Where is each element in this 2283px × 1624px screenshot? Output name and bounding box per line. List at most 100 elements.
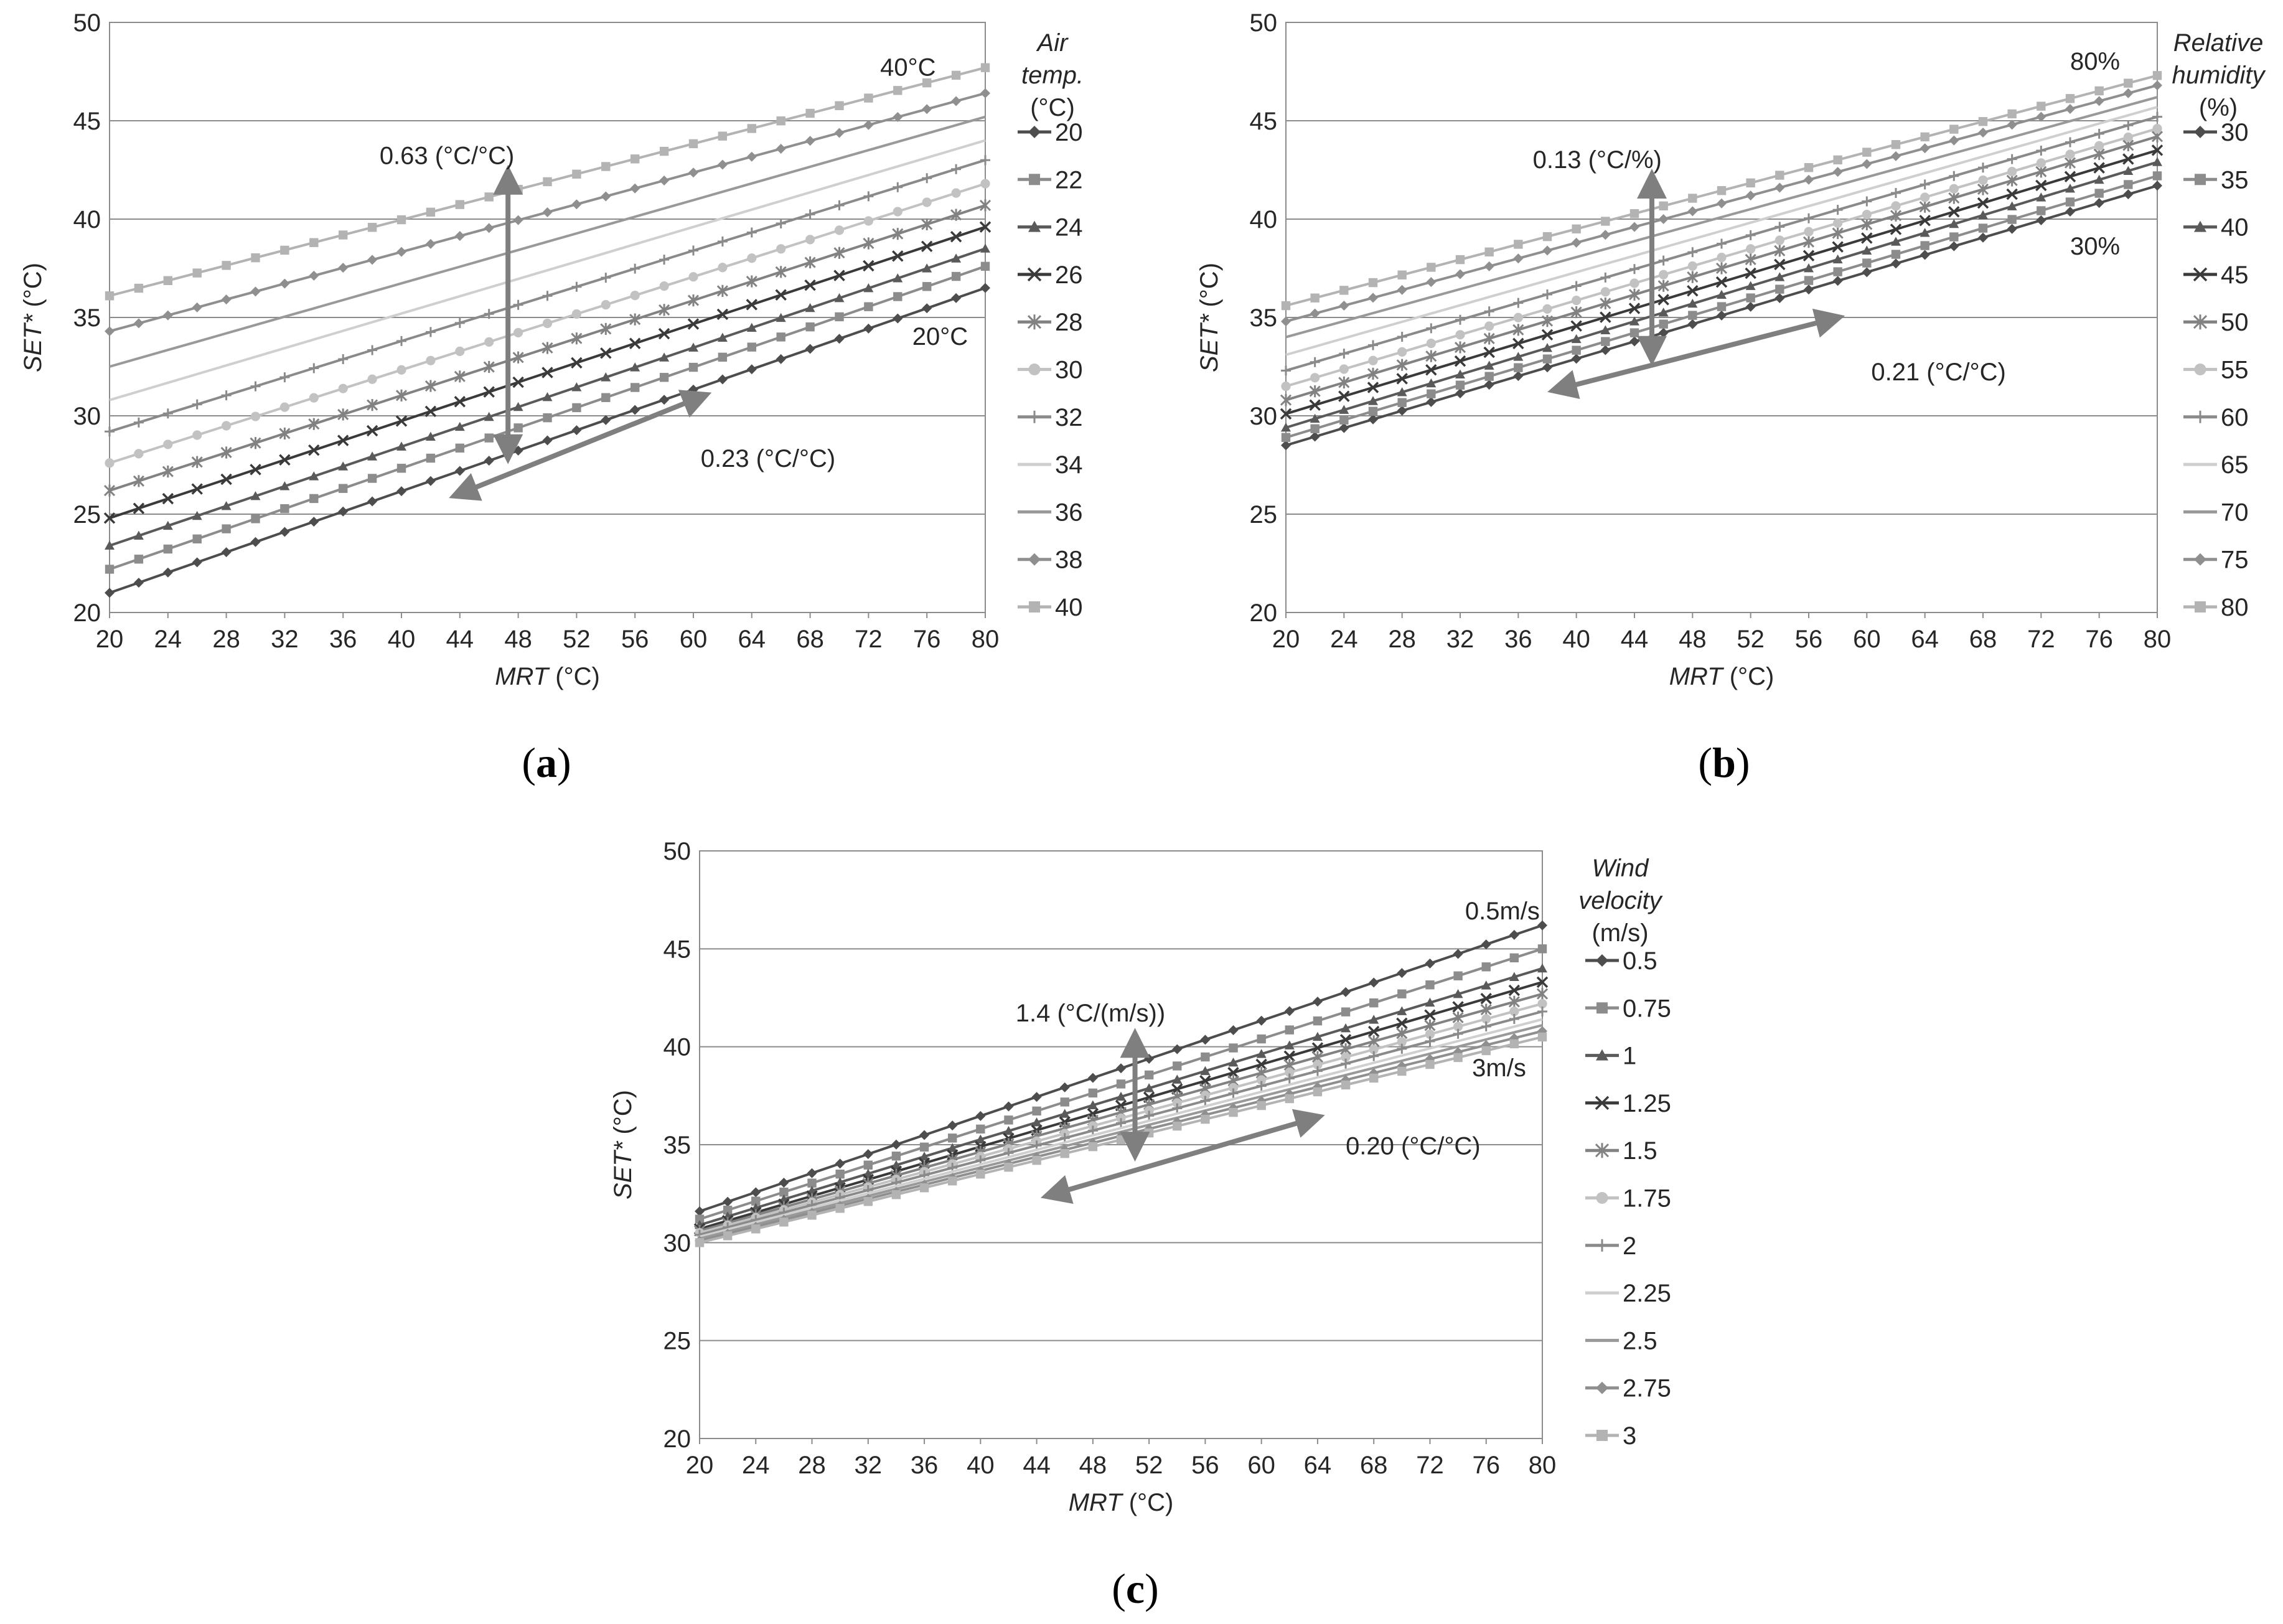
x-tick-label: 32 (1446, 626, 1474, 653)
data-point (1481, 1021, 1491, 1031)
y-tick-label: 40 (73, 206, 101, 233)
x-tick-label: 48 (504, 626, 532, 653)
legend-label: 32 (1055, 404, 1083, 431)
chart-a: 20 25 30 35 40 45 50 20 24 28 32 36 40 44 48 52 56 60 64 68… (19, 9, 1084, 786)
data-point (716, 284, 728, 297)
data-point (2036, 158, 2046, 168)
data-point (2065, 184, 2075, 193)
data-point (1949, 135, 1959, 146)
data-point (863, 191, 874, 202)
x-tick-label: 72 (1416, 1452, 1444, 1479)
data-point (1571, 281, 1582, 291)
data-point (1397, 331, 1407, 342)
data-point (687, 318, 700, 330)
data-point (338, 263, 349, 273)
data-point (1629, 278, 1639, 288)
legend-title: humidity (2172, 62, 2267, 89)
data-point (805, 108, 815, 118)
legend-item-20: 20 (1018, 119, 1083, 146)
x-tick-label: 56 (1191, 1452, 1219, 1479)
series-30 (105, 179, 990, 468)
data-point (105, 540, 115, 550)
data-point (309, 363, 319, 373)
data-point (1339, 1034, 1352, 1046)
data-point (1802, 236, 1815, 248)
data-point (542, 207, 553, 217)
x-axis-title: MRT (°C) (1669, 663, 1774, 690)
data-point (1229, 1043, 1238, 1053)
data-point (1977, 183, 1989, 195)
data-point (339, 484, 348, 493)
data-point (1426, 339, 1436, 349)
data-point (1427, 263, 1436, 272)
data-point (947, 1120, 958, 1131)
panel-label-close: ) (557, 739, 571, 786)
data-point (863, 237, 874, 250)
data-point (426, 355, 436, 365)
data-point (1484, 306, 1494, 317)
data-point (1745, 230, 1756, 240)
data-point (2065, 104, 2075, 115)
data-point (1425, 364, 1437, 376)
data-point (134, 283, 144, 293)
legend-label: 40 (2221, 214, 2249, 242)
data-point (1426, 378, 1437, 388)
series-28 (103, 199, 991, 497)
data-point (1804, 276, 1814, 285)
legend-item-45: 45 (2183, 261, 2249, 289)
data-point (222, 261, 231, 270)
legend-item-40: 40 (1018, 594, 1083, 621)
x-tick-label: 72 (2027, 626, 2055, 653)
data-point (658, 327, 670, 340)
data-point (776, 143, 786, 154)
data-point (718, 263, 728, 273)
data-point (600, 322, 612, 336)
data-point (251, 253, 260, 263)
data-point (1285, 1094, 1294, 1104)
panel-label-open: ( (522, 739, 536, 786)
data-point (105, 588, 115, 598)
y-axis-title-italic: SET* (1196, 313, 1223, 372)
data-point (746, 227, 757, 238)
data-point (426, 453, 436, 463)
panel-label-letter: c (1126, 1565, 1145, 1612)
data-point (1512, 337, 1524, 350)
data-point (366, 425, 378, 437)
data-point (922, 282, 932, 291)
data-point (1311, 1042, 1324, 1054)
data-point (1455, 388, 1465, 398)
data-point (1310, 413, 1320, 423)
legend-marker (1596, 954, 1608, 967)
data-point (1949, 232, 1959, 242)
legend-marker (1028, 410, 1041, 423)
data-point (367, 374, 377, 384)
data-point (571, 309, 582, 319)
legend-marker (2195, 174, 2206, 185)
data-point (893, 313, 903, 324)
series-75 (1281, 80, 2162, 327)
data-point (659, 373, 669, 382)
legend-title: (°C) (1030, 94, 1075, 121)
annotation: 1.4 (°C/(m/s)) (1016, 1000, 1165, 1027)
series-55 (1281, 124, 2162, 392)
data-point (162, 465, 174, 478)
legend: Air temp. (°C)20 22 24 26 28 30 32 34 36 38 40 (1018, 29, 1084, 621)
data-point (571, 382, 582, 392)
data-point (1688, 194, 1697, 203)
data-point (2006, 188, 2018, 200)
y-tick-label: 45 (1250, 108, 1278, 135)
data-point (2123, 88, 2134, 98)
data-point (455, 443, 464, 453)
data-point (309, 393, 319, 403)
data-point (659, 146, 669, 156)
data-point (805, 209, 815, 220)
data-point (1144, 1070, 1154, 1080)
y-tick-label: 35 (1250, 304, 1278, 332)
data-point (1455, 369, 1465, 379)
data-point (367, 345, 378, 355)
data-point (892, 250, 904, 262)
data-point (975, 1110, 986, 1121)
data-point (1891, 237, 1901, 246)
y-tick-label: 25 (663, 1328, 691, 1355)
